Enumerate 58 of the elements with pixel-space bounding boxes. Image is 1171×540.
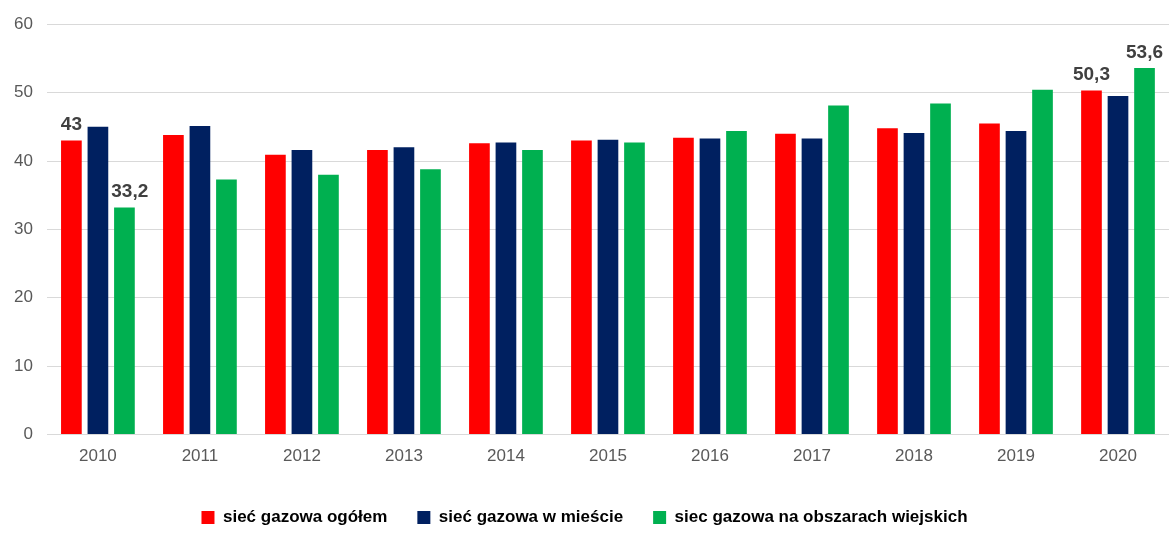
- bar: [903, 132, 925, 435]
- bar: [1005, 130, 1027, 435]
- bar: [393, 147, 415, 435]
- x-tick-label: 2017: [793, 446, 831, 466]
- bar: [1032, 89, 1053, 435]
- data-label: 53,6: [1126, 40, 1164, 62]
- bar: [801, 138, 823, 435]
- data-label: 33,2: [111, 180, 149, 202]
- bar: [367, 150, 388, 435]
- bar: [624, 142, 645, 435]
- x-tick-label: 2016: [691, 446, 729, 466]
- bar: [571, 140, 592, 435]
- bar: [1081, 90, 1102, 435]
- x-tick-label: 2020: [1099, 446, 1137, 466]
- x-tick-label: 2011: [181, 446, 219, 466]
- y-tick-label: 0: [23, 424, 33, 444]
- x-tick-label: 2012: [283, 446, 321, 466]
- bar: [216, 179, 237, 435]
- x-tick-label: 2014: [487, 446, 525, 466]
- legend-label: sieć gazowa ogółem: [222, 507, 388, 527]
- y-tick-label: 60: [13, 13, 33, 33]
- data-label: 43: [60, 113, 82, 135]
- legend-label: sieć gazowa w mieście: [438, 507, 624, 527]
- bar: [265, 154, 286, 435]
- bar: [318, 174, 339, 435]
- bar: [495, 142, 517, 435]
- bar: [114, 207, 135, 435]
- y-tick-label: 30: [13, 219, 33, 239]
- bar: [1134, 67, 1155, 435]
- bar: [87, 126, 109, 435]
- legend-label: siec gazowa na obszarach wiejskich: [674, 507, 968, 527]
- data-label: 50,3: [1072, 63, 1110, 85]
- y-tick-label: 40: [13, 150, 33, 170]
- bar: [877, 128, 898, 435]
- bar: [420, 169, 441, 435]
- bar: [597, 139, 619, 435]
- bar: [522, 150, 543, 435]
- x-tick-label: 2019: [997, 446, 1035, 466]
- bar: [979, 123, 1000, 435]
- y-tick-label: 50: [13, 82, 33, 102]
- bar: [726, 130, 747, 435]
- bar: [775, 133, 796, 435]
- y-tick-label: 10: [13, 355, 33, 375]
- bar: [699, 138, 721, 435]
- y-tick-label: 20: [13, 287, 33, 307]
- bar: [828, 105, 849, 435]
- bar: [163, 135, 184, 435]
- x-tick-label: 2015: [589, 446, 627, 466]
- x-tick-label: 2010: [79, 446, 117, 466]
- x-tick-label: 2018: [895, 446, 933, 466]
- bar: [189, 126, 211, 435]
- x-tick-label: 2013: [385, 446, 423, 466]
- bar: [930, 103, 951, 435]
- bar: [1107, 96, 1129, 435]
- bar: [673, 137, 694, 435]
- bar: [61, 140, 82, 435]
- bar: [291, 150, 313, 435]
- bar: [469, 143, 490, 435]
